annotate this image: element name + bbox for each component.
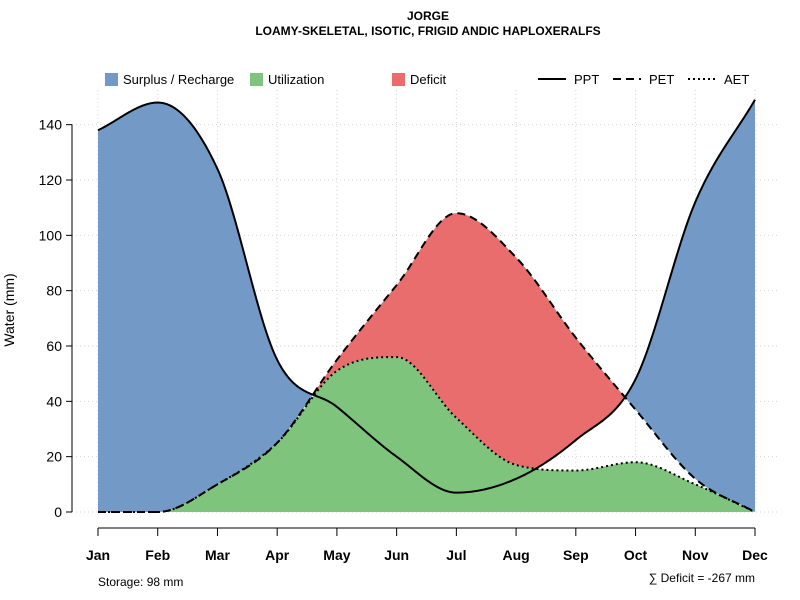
legend-label: PET [649, 72, 674, 87]
x-tick-label: Sep [563, 547, 589, 563]
x-tick-label: Apr [265, 547, 290, 563]
legend: Surplus / Recharge Utilization Deficit PPT P… [105, 72, 749, 87]
x-tick-label: Jul [446, 547, 466, 563]
storage-note: Storage: 98 mm [98, 575, 183, 589]
x-tick-label: May [323, 547, 350, 563]
y-tick-label: 80 [46, 283, 62, 299]
y-tick-label: 20 [46, 449, 62, 465]
y-tick-label: 100 [39, 227, 63, 243]
x-tick-label: Jun [384, 547, 409, 563]
y-axis-label: Water (mm) [1, 273, 17, 346]
legend-label: AET [724, 72, 749, 87]
area-fills [98, 99, 755, 513]
deficit-area [98, 213, 755, 512]
series-line-ppt [97, 99, 756, 494]
x-tick-label: Mar [205, 547, 230, 563]
surplus-area [98, 99, 755, 513]
x-tick-label: Jan [86, 547, 110, 563]
chart-subtitle: LOAMY-SKELETAL, ISOTIC, FRIGID ANDIC HAP… [255, 24, 600, 38]
y-tick-label: 120 [39, 172, 63, 188]
legend-swatch [105, 73, 118, 86]
legend-label: PPT [574, 72, 599, 87]
chart-title: JORGE [407, 9, 449, 23]
x-tick-label: Nov [682, 547, 709, 563]
x-tick-label: Dec [742, 547, 768, 563]
y-tick-label: 40 [46, 393, 62, 409]
axes: 0 20 40 60 80 100 120 140 Jan Feb Mar Apr May Jun Jul A… [39, 117, 768, 563]
y-tick-label: 60 [46, 338, 62, 354]
legend-swatch [392, 73, 405, 86]
y-tick-label: 0 [54, 504, 62, 520]
deficit-note: ∑ Deficit = -267 mm [649, 571, 755, 585]
legend-label: Deficit [410, 72, 447, 87]
x-tick-label: Feb [145, 547, 170, 563]
x-tick-label: Aug [502, 547, 529, 563]
x-tick-label: Oct [624, 547, 648, 563]
y-tick-label: 140 [39, 117, 63, 133]
utilization-area [98, 357, 755, 512]
legend-label: Utilization [268, 72, 324, 87]
legend-label: Surplus / Recharge [123, 72, 234, 87]
legend-swatch [250, 73, 263, 86]
series-lines [97, 99, 756, 513]
